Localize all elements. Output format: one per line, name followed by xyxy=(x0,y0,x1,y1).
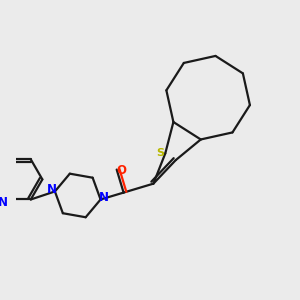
Text: O: O xyxy=(117,164,127,178)
Text: N: N xyxy=(99,191,109,204)
Text: N: N xyxy=(0,196,8,209)
Text: S: S xyxy=(156,148,164,158)
Text: N: N xyxy=(46,183,56,196)
